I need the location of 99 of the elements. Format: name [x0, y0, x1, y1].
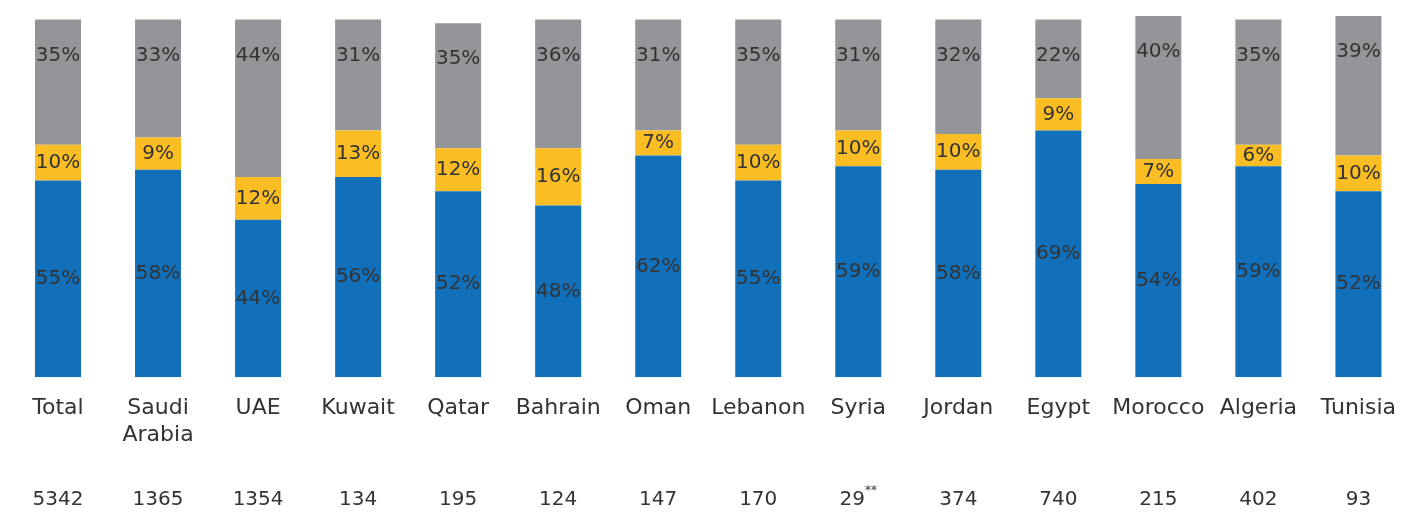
data-label: 54% [1136, 266, 1181, 291]
data-label: 32% [936, 41, 981, 66]
text: 740 [1039, 486, 1078, 511]
bar [135, 19, 182, 138]
bar [1235, 19, 1282, 145]
data-label: 31% [335, 41, 381, 66]
x-tick-label: Qatar [427, 394, 491, 420]
x-tick-label: UAE [235, 394, 281, 420]
x-tick-label: Saudi Arabia [122, 394, 194, 446]
bar [635, 155, 682, 378]
bar [435, 191, 482, 378]
data-label: 7% [642, 129, 675, 154]
text: 147 [639, 486, 678, 511]
bar [835, 166, 882, 378]
text: 1365 [132, 486, 184, 511]
bar [435, 23, 482, 149]
data-label: 35% [35, 41, 81, 66]
data-label: 52% [1336, 270, 1381, 295]
bar [535, 205, 582, 378]
data-label: 6% [1242, 141, 1275, 166]
text: 29** [839, 483, 877, 511]
data-label: 55% [35, 265, 81, 290]
x-tick-label: Bahrain [515, 394, 601, 420]
data-label: 52% [435, 270, 481, 295]
x-tick-label: Algeria [1219, 394, 1298, 420]
x-tick-label: Total [31, 394, 84, 420]
bar [335, 19, 382, 131]
data-label: 10% [736, 148, 781, 173]
data-label: 10% [836, 134, 881, 159]
text: 215 [1139, 486, 1178, 511]
data-label: 40% [1136, 38, 1181, 63]
x-tick-label: Tunisia [1319, 394, 1396, 420]
bar [735, 180, 782, 378]
x-tick-label: Morocco [1112, 394, 1205, 420]
x-tick-label: Lebanon [711, 394, 806, 420]
text: 1354 [232, 486, 284, 511]
text: 374 [939, 486, 978, 511]
bar [935, 169, 982, 378]
data-label: 44% [235, 284, 281, 309]
bar [135, 169, 182, 378]
bar [1335, 16, 1382, 156]
data-label: 31% [836, 41, 881, 66]
data-label: 58% [135, 259, 181, 284]
text: 170 [739, 486, 778, 511]
bar [35, 180, 82, 378]
data-label: 58% [936, 259, 981, 284]
x-tick-label: Egypt [1026, 394, 1091, 420]
data-label: 7% [1142, 157, 1175, 182]
bar [1035, 19, 1082, 99]
data-label: 55% [736, 265, 781, 290]
data-label: 36% [535, 41, 581, 66]
bar [335, 176, 382, 378]
bar [35, 19, 82, 145]
data-label: 44% [235, 41, 281, 66]
x-tick-label: Syria [830, 394, 887, 420]
text: 5342 [32, 486, 84, 511]
bar [235, 219, 282, 378]
x-tick-label: Jordan [921, 394, 994, 420]
data-label: 39% [1336, 38, 1381, 63]
bar [1135, 184, 1182, 378]
data-label: 9% [1042, 100, 1075, 125]
bar [1135, 16, 1182, 160]
data-label: 48% [535, 277, 581, 302]
data-label: 56% [335, 263, 381, 288]
text: 93 [1345, 486, 1372, 511]
data-label: 33% [135, 41, 181, 66]
x-tick-label: Oman [625, 394, 692, 420]
data-label: 22% [1036, 41, 1081, 66]
data-label: 59% [836, 257, 881, 282]
data-label: 10% [1336, 159, 1381, 184]
data-label: 13% [335, 139, 381, 164]
data-label: 12% [435, 155, 481, 180]
data-label: 59% [1236, 257, 1281, 282]
bar [835, 19, 882, 131]
data-label: 10% [936, 138, 981, 163]
x-tick-label: Kuwait [321, 394, 396, 420]
bar [935, 19, 982, 135]
data-label: 16% [535, 163, 581, 188]
text: 402 [1239, 486, 1278, 511]
data-label: 35% [435, 45, 481, 70]
bar [535, 19, 582, 149]
data-label: 12% [235, 184, 281, 209]
text: 195 [439, 486, 478, 511]
bar [535, 148, 582, 206]
bar [635, 19, 682, 131]
text: 134 [339, 486, 378, 511]
bar [735, 19, 782, 145]
bar [1035, 130, 1082, 378]
data-label: 31% [635, 41, 681, 66]
data-label: 62% [635, 252, 681, 277]
bar [1235, 166, 1282, 378]
data-label: 69% [1036, 240, 1081, 265]
data-label: 10% [35, 148, 81, 173]
bar [1335, 191, 1382, 378]
text: 124 [539, 486, 578, 511]
bar [235, 19, 282, 177]
data-label: 9% [142, 139, 174, 164]
data-label: 35% [1236, 41, 1281, 66]
data-label: 35% [736, 41, 781, 66]
